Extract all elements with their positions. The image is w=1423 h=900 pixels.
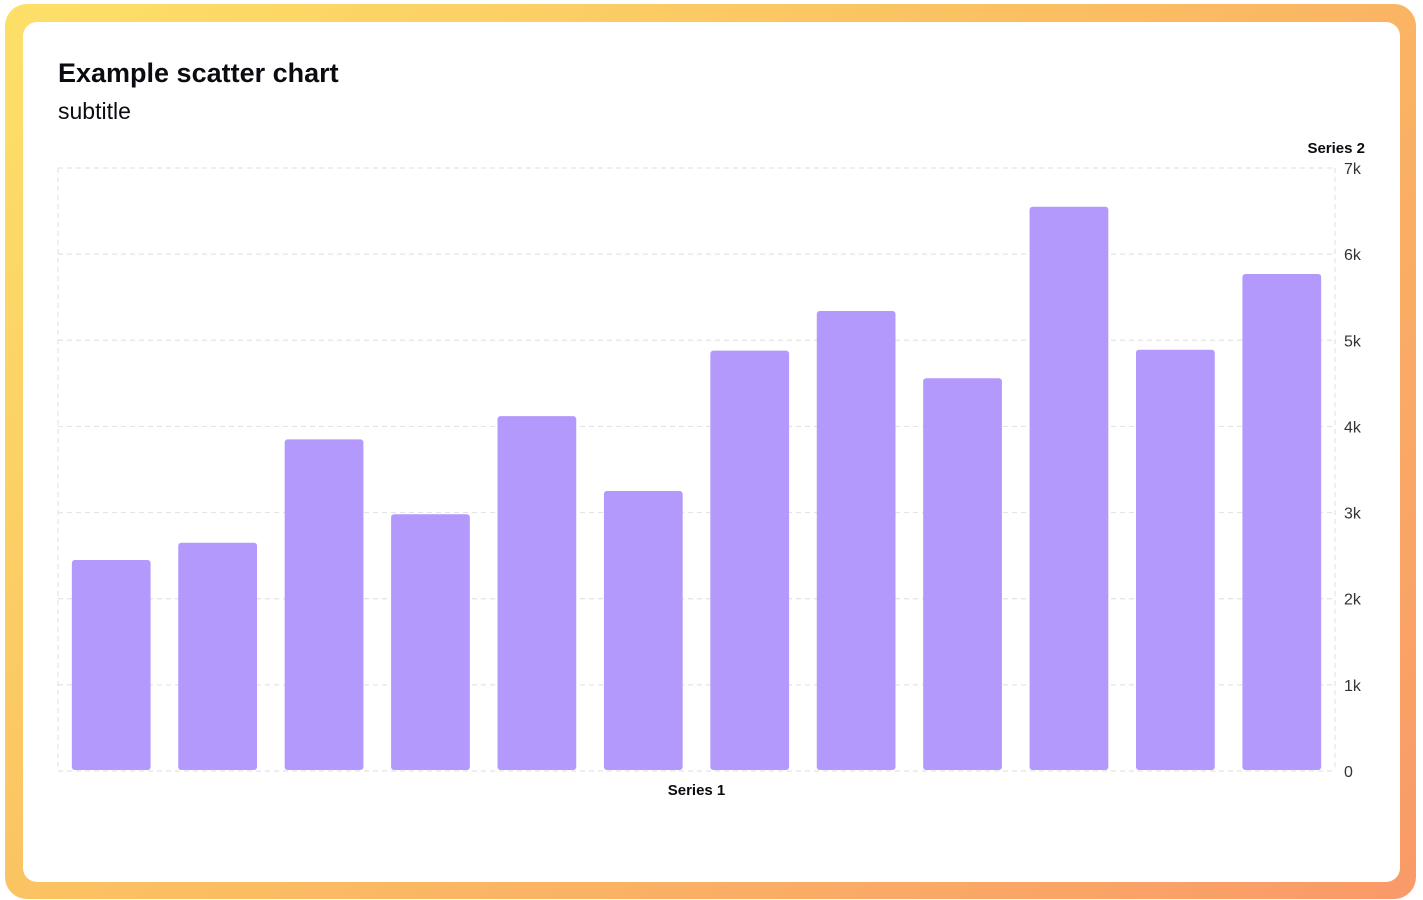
bar-4 bbox=[391, 514, 470, 770]
y-axis-label: Series 2 bbox=[1307, 140, 1365, 157]
bar-9 bbox=[923, 378, 1002, 770]
bar-5 bbox=[497, 416, 577, 770]
y-tick-label: 0 bbox=[1344, 764, 1353, 781]
y-tick-label: 3k bbox=[1344, 506, 1362, 523]
y-axis-ticks: 0 1k 2k 3k 4k 5k 6k 7k bbox=[1344, 161, 1362, 781]
grid-lines bbox=[57, 167, 1336, 772]
bar-10 bbox=[1029, 206, 1109, 770]
y-tick-label: 5k bbox=[1344, 333, 1362, 350]
bar-12 bbox=[1242, 273, 1322, 770]
bar-1 bbox=[71, 559, 151, 770]
y-tick-label: 7k bbox=[1344, 161, 1362, 178]
y-tick-label: 6k bbox=[1344, 247, 1362, 264]
bar-3 bbox=[284, 439, 364, 770]
bar-8 bbox=[816, 310, 896, 770]
y-tick-label: 1k bbox=[1344, 678, 1362, 695]
x-axis-label: Series 1 bbox=[668, 782, 726, 799]
bars bbox=[71, 206, 1322, 770]
y-tick-label: 2k bbox=[1344, 592, 1362, 609]
bar-6 bbox=[603, 491, 683, 770]
bar-11 bbox=[1136, 349, 1215, 770]
y-tick-label: 4k bbox=[1344, 419, 1362, 436]
chart-title: Example scatter chart bbox=[58, 58, 339, 88]
bar-7 bbox=[710, 350, 790, 770]
chart-subtitle: subtitle bbox=[58, 98, 131, 124]
bar-2 bbox=[178, 542, 257, 770]
